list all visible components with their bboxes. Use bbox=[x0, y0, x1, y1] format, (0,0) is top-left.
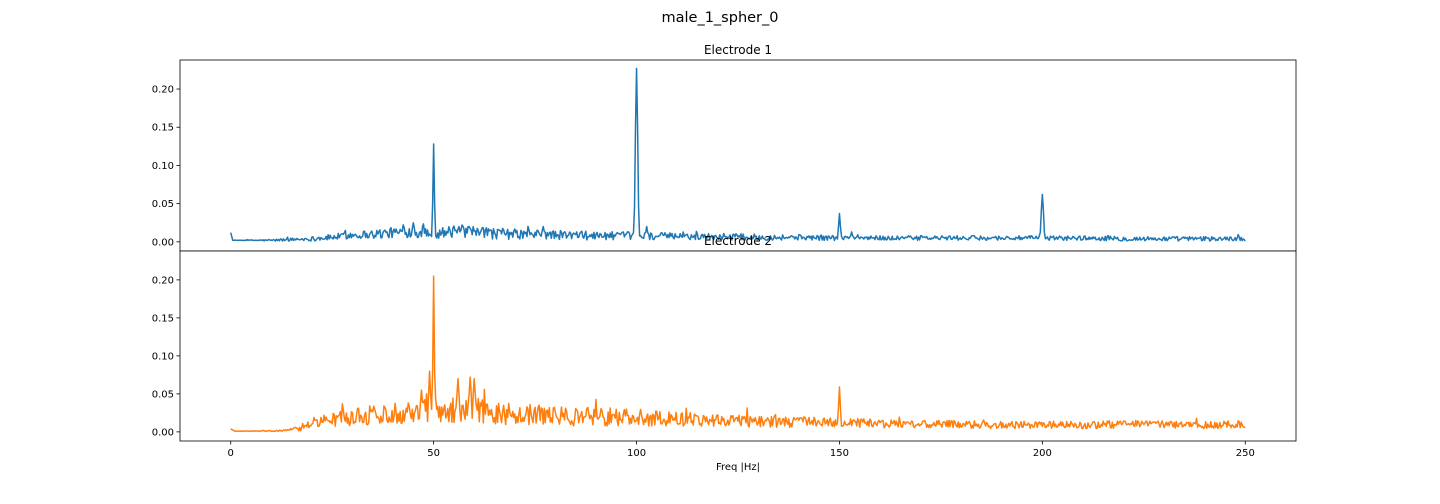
electrode-2-line bbox=[230, 275, 1246, 433]
axes-2-title: Electrode 2 bbox=[704, 234, 772, 248]
y-tick-label: 0.00 bbox=[152, 237, 174, 248]
x-ticks: 0 50 100 150 200 250 bbox=[228, 441, 1255, 459]
x-tick-label: 0 bbox=[228, 448, 234, 459]
electrode-1-line bbox=[230, 67, 1246, 242]
y-tick-label: 0.20 bbox=[152, 275, 174, 286]
x-tick-label: 200 bbox=[1033, 448, 1052, 459]
y-tick-label: 0.20 bbox=[152, 85, 174, 96]
y-tick-label: 0.10 bbox=[152, 161, 174, 172]
y-tick-label: 0.15 bbox=[152, 313, 174, 324]
subplot-electrode-1: 0.00 0.05 0.10 0.15 0.20 Electrode 1 bbox=[152, 43, 1297, 252]
axes-1-background bbox=[180, 60, 1296, 251]
x-tick-label: 250 bbox=[1236, 448, 1255, 459]
axes-1-title: Electrode 1 bbox=[704, 43, 772, 57]
figure-title: male_1_spher_0 bbox=[662, 10, 779, 26]
x-tick-label: 50 bbox=[427, 448, 440, 459]
y-tick-label: 0.15 bbox=[152, 123, 174, 134]
x-tick-label: 150 bbox=[830, 448, 849, 459]
x-axis-label: Freq |Hz| bbox=[716, 462, 760, 473]
subplot-electrode-2: 0.00 0.05 0.10 0.15 0.20 Electrode 2 bbox=[152, 234, 1297, 442]
axes-2-frame bbox=[179, 250, 1297, 442]
x-tick-label: 100 bbox=[627, 448, 646, 459]
y-tick-label: 0.10 bbox=[152, 351, 174, 362]
axes-1-y-ticks: 0.00 0.05 0.10 0.15 0.20 bbox=[152, 85, 180, 248]
axes-2-y-ticks: 0.00 0.05 0.10 0.15 0.20 bbox=[152, 275, 180, 438]
axes-2-background bbox=[180, 251, 1296, 441]
y-tick-label: 0.05 bbox=[152, 389, 174, 400]
y-tick-label: 0.00 bbox=[152, 427, 174, 438]
y-tick-label: 0.05 bbox=[152, 199, 174, 210]
